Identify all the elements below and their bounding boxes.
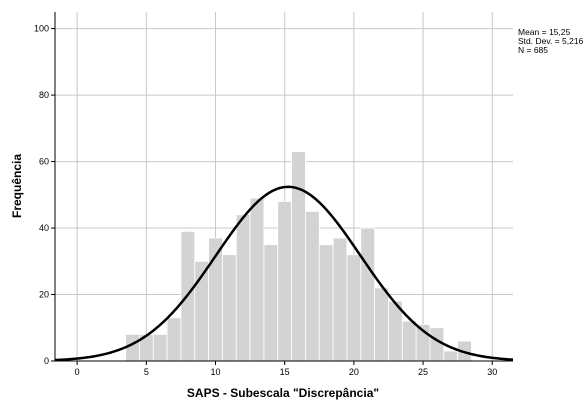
histogram-bar	[332, 237, 348, 362]
histogram-bar	[125, 334, 140, 362]
histogram-bar	[360, 227, 376, 362]
histogram-bar	[401, 320, 417, 362]
x-tick-labels: 0 5 10 15 20 25 30	[75, 367, 498, 377]
histogram-bar	[291, 151, 306, 362]
x-tick-label: 0	[75, 367, 80, 377]
y-tick-label: 100	[34, 24, 49, 34]
histogram-bar	[166, 317, 182, 362]
x-tick-label: 5	[144, 367, 149, 377]
histogram-bar	[152, 334, 168, 362]
stats-mean: Mean = 15,25	[518, 27, 570, 37]
x-tick-label: 20	[349, 367, 359, 377]
histogram-bar	[222, 254, 237, 362]
x-axis-title: SAPS - Subescala "Discrepância"	[187, 386, 379, 400]
axes	[51, 12, 513, 365]
stats-n: N = 685	[518, 45, 548, 55]
x-tick-label: 15	[280, 367, 290, 377]
y-tick-label: 40	[39, 223, 49, 233]
histogram-bar	[443, 350, 459, 362]
histogram-bar	[318, 244, 334, 362]
y-tick-label: 0	[44, 356, 49, 366]
x-tick-label: 30	[487, 367, 497, 377]
histogram-bar	[429, 327, 445, 362]
y-tick-label: 20	[39, 290, 49, 300]
histogram-bars	[125, 151, 472, 362]
y-tick-label: 80	[39, 90, 49, 100]
histogram-bar	[263, 244, 279, 362]
histogram-bar	[346, 254, 362, 362]
histogram-bar	[277, 201, 293, 362]
y-tick-labels: 0 20 40 60 80 100	[34, 24, 49, 366]
y-axis-title: Frequência	[10, 154, 24, 218]
normal-curve	[54, 185, 514, 362]
x-tick-label: 25	[418, 367, 428, 377]
histogram-bar	[235, 214, 251, 362]
histogram-bar	[249, 197, 265, 362]
stats-std-dev: Std. Dev. = 5,216	[518, 36, 584, 46]
histogram-bar	[305, 211, 320, 362]
histogram-bar	[374, 287, 389, 362]
y-tick-label: 60	[39, 157, 49, 167]
x-tick-label: 10	[210, 367, 220, 377]
